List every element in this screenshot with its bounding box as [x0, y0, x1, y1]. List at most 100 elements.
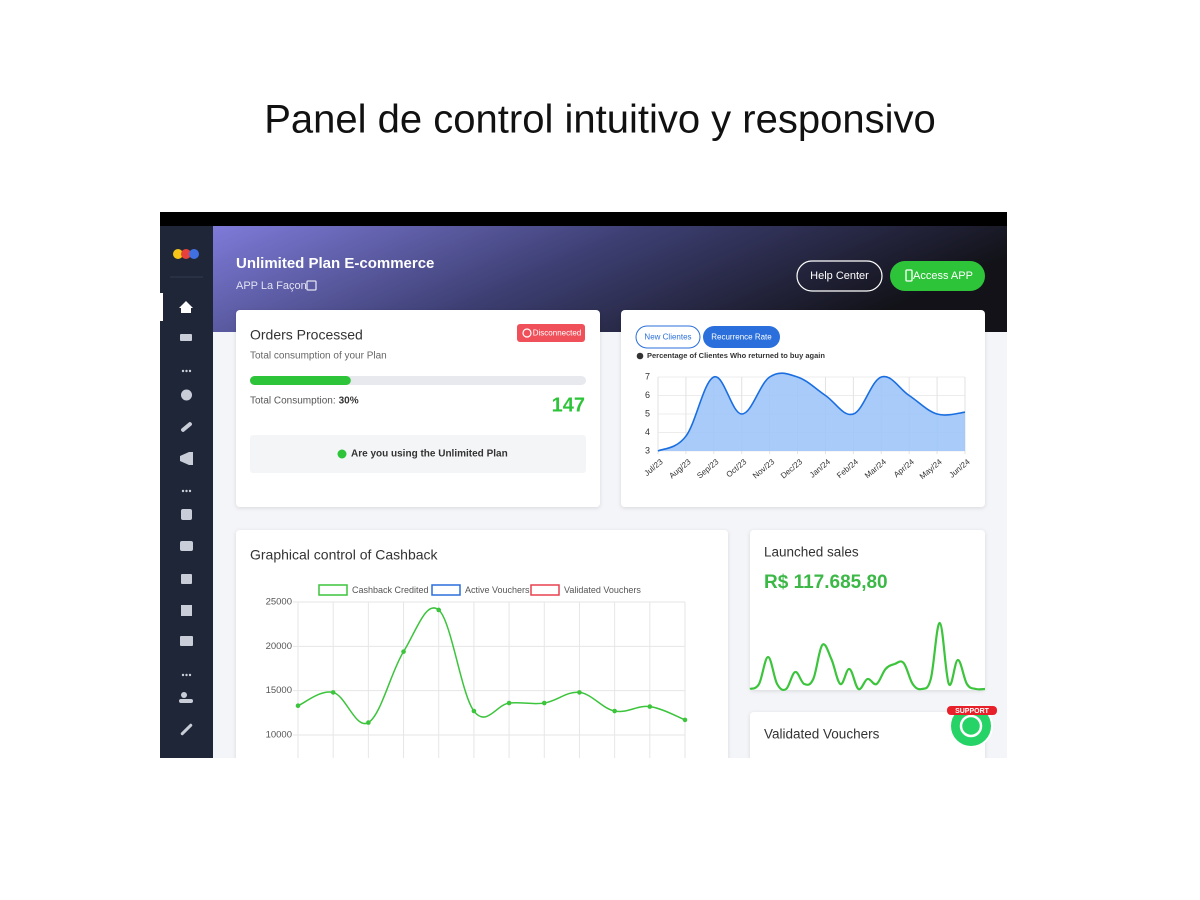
progress-fill [250, 376, 351, 385]
access-app-frame [890, 261, 985, 291]
nav-chat[interactable] [180, 541, 193, 551]
consumption-percent: 30% [339, 396, 359, 407]
status-badge [517, 324, 585, 342]
access-app-label: Access APP [913, 270, 973, 282]
y-tick-label: 3 [645, 445, 650, 455]
support-badge [947, 706, 997, 715]
area-fill [658, 373, 965, 451]
nav-qrcode[interactable] [181, 605, 192, 616]
nav-brush[interactable] [180, 421, 193, 432]
nav-cart[interactable] [180, 334, 192, 341]
tab-frame [703, 326, 780, 348]
cashback-card [236, 530, 728, 758]
nav-campaign[interactable] [180, 452, 193, 465]
tab-frame [635, 325, 701, 349]
data-point [330, 690, 336, 695]
data-point [506, 700, 512, 706]
check-icon [337, 449, 347, 459]
chart-caption: Percentage of Clientes Who returned to b… [647, 351, 825, 360]
legend-swatch [431, 584, 461, 596]
nav-more [188, 673, 192, 677]
support-circle [949, 704, 993, 748]
card-title: Orders Processed [250, 327, 363, 343]
legend-label: Validated Vouchers [564, 585, 641, 595]
card-title: Launched sales [764, 545, 859, 560]
notice-box [250, 435, 586, 473]
nav-more[interactable] [181, 673, 185, 677]
top-bar [160, 212, 1007, 226]
legend-swatch [318, 584, 348, 596]
access-app-button[interactable]: Access APP [890, 261, 985, 291]
support-icon [959, 714, 983, 738]
sales-amount: R$ 117.685,80 [764, 572, 888, 593]
nav-more [185, 369, 188, 373]
card-subtitle: Total consumption of your Plan [250, 351, 387, 362]
edit-icon[interactable] [306, 280, 317, 291]
tab-label: New Clientes [644, 333, 691, 342]
support-label: SUPPORT [955, 708, 990, 715]
y-tick-label: 6 [645, 390, 650, 400]
legend-label: Cashback Credited [352, 585, 429, 595]
nav-settings[interactable] [181, 389, 192, 401]
nav-tools[interactable] [180, 723, 193, 736]
legend-swatch [530, 584, 560, 596]
help-button-label: Help Center [810, 270, 869, 282]
data-point [366, 720, 371, 725]
cashback-chart: 10000 15000 20000 25000 Cashback Credited Act… [266, 584, 688, 758]
y-tick-label: 5 [645, 408, 650, 418]
caption-icon [636, 352, 644, 360]
sparkline [749, 621, 986, 692]
logo-dot [181, 249, 191, 259]
card-title: Graphical control of Cashback [250, 547, 439, 563]
nav-screen[interactable] [180, 636, 193, 646]
data-point [471, 708, 477, 714]
header-subtitle: APP La Façon [236, 280, 307, 292]
tab-recurrence-rate[interactable]: Recurrence Rate [703, 326, 780, 348]
area-line [657, 372, 966, 452]
nav-more[interactable] [181, 489, 185, 493]
support-button[interactable]: SUPPORT [947, 704, 997, 748]
y-tick-label: 25000 [266, 597, 292, 608]
logo-dot [173, 249, 183, 259]
active-indicator [160, 293, 163, 321]
legend-item[interactable]: Validated Vouchers [530, 584, 641, 596]
nav-users[interactable] [181, 692, 187, 698]
tab-label: Recurrence Rate [711, 333, 772, 342]
nav-more [185, 673, 188, 677]
nav-whatsapp[interactable] [181, 509, 192, 520]
whatsapp-icon [522, 328, 532, 338]
nav-windows[interactable] [181, 574, 192, 584]
y-tick-label: 15000 [266, 685, 292, 696]
logo-dot [189, 249, 199, 259]
sales-chart [749, 621, 986, 692]
data-point [682, 717, 688, 723]
legend-label: Active Vouchers [465, 585, 530, 595]
nav-more[interactable] [181, 369, 185, 373]
help-button-frame [796, 260, 883, 292]
data-point [647, 704, 653, 709]
nav-more [185, 489, 188, 493]
card-title: Validated Vouchers [764, 727, 880, 742]
data-point [295, 703, 301, 709]
nav-users-body [179, 699, 193, 703]
header-title: Unlimited Plan E-commerce [236, 255, 434, 272]
y-tick-label: 7 [645, 371, 650, 381]
page-title: Panel de control intuitivo y responsivo [264, 98, 935, 142]
consumption-label: Total Consumption: [250, 396, 336, 407]
help-button[interactable]: Help Center [796, 260, 883, 292]
y-tick-label: 20000 [266, 641, 292, 652]
y-tick-label: 4 [645, 427, 650, 437]
y-tick-label: 10000 [266, 729, 292, 740]
phone-icon [905, 269, 913, 282]
nav-more [188, 369, 192, 373]
legend-item[interactable]: Active Vouchers [431, 584, 530, 596]
nav-home[interactable] [179, 301, 193, 313]
logo[interactable] [173, 249, 199, 259]
data-point [541, 700, 547, 706]
data-point [436, 607, 442, 613]
nav-more [188, 489, 192, 493]
data-point [577, 690, 582, 695]
tab-new-clientes[interactable]: New Clientes [635, 325, 701, 349]
legend-item[interactable]: Cashback Credited [318, 584, 429, 596]
vouchers-card [750, 712, 985, 758]
